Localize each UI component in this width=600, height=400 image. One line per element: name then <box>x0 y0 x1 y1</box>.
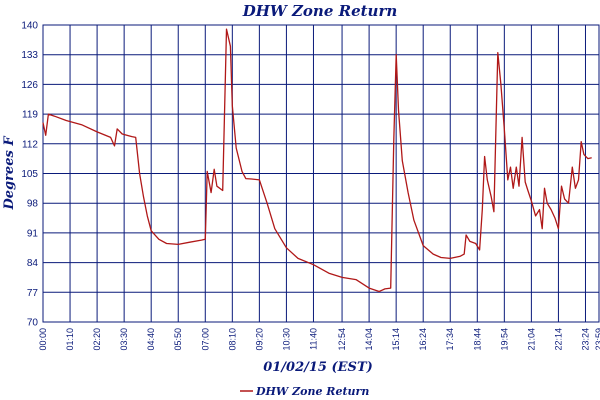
legend-label: DHW Zone Return <box>255 385 369 398</box>
x-tick-label: 07:00 <box>200 328 210 351</box>
x-tick-label: 05:50 <box>173 328 183 351</box>
x-tick-label: 19:54 <box>499 328 509 351</box>
legend: DHW Zone Return <box>240 385 369 398</box>
x-tick-label: 18:44 <box>472 328 482 351</box>
y-tick-label: 126 <box>21 80 38 91</box>
y-tick-label: 77 <box>27 288 39 299</box>
x-tick-label: 09:20 <box>254 328 264 351</box>
x-tick-label: 22:14 <box>553 328 563 351</box>
x-tick-label: 02:20 <box>92 328 102 351</box>
y-tick-label: 112 <box>22 139 38 150</box>
plot-area-frame <box>42 24 600 323</box>
y-tick-label: 91 <box>27 228 39 239</box>
y-tick-label: 140 <box>21 21 38 32</box>
y-axis-label: Degrees F <box>2 136 17 211</box>
x-tick-label: 03:30 <box>119 328 129 351</box>
y-tick-label: 84 <box>27 258 39 269</box>
series-layer <box>42 28 592 293</box>
x-tick-label: 01:10 <box>65 328 75 351</box>
y-tick-label: 98 <box>27 199 39 210</box>
x-tick-label: 21:04 <box>526 328 536 351</box>
x-ticks: 00:00 01:10 02:20 03:30 04:40 05:50 07:00 08:10… <box>38 328 600 351</box>
x-axis-label: 01/02/15 (EST) <box>263 360 373 375</box>
x-tick-label: 23:59 <box>594 328 600 351</box>
x-tick-label: 12:54 <box>337 328 347 351</box>
x-tick-label: 04:40 <box>146 328 156 351</box>
x-tick-label: 14:04 <box>364 328 374 351</box>
y-ticks: 70 77 84 91 98 105 112 119 126 133 140 <box>21 21 38 329</box>
series-line <box>42 28 592 293</box>
y-tick-label: 119 <box>22 110 38 121</box>
y-tick-label: 133 <box>21 50 38 61</box>
x-tick-label: 11:40 <box>308 328 318 350</box>
x-tick-label: 16:24 <box>418 328 428 351</box>
x-tick-label: 00:00 <box>38 328 48 351</box>
x-tick-label: 08:10 <box>227 328 237 351</box>
y-tick-label: 70 <box>27 318 39 329</box>
y-tick-label: 105 <box>21 169 38 180</box>
x-tick-label: 15:14 <box>391 328 401 351</box>
x-tick-label: 23:24 <box>580 328 590 351</box>
x-tick-label: 10:30 <box>281 328 291 351</box>
chart-title: DHW Zone Return <box>242 2 398 20</box>
x-tick-label: 17:34 <box>445 328 455 351</box>
